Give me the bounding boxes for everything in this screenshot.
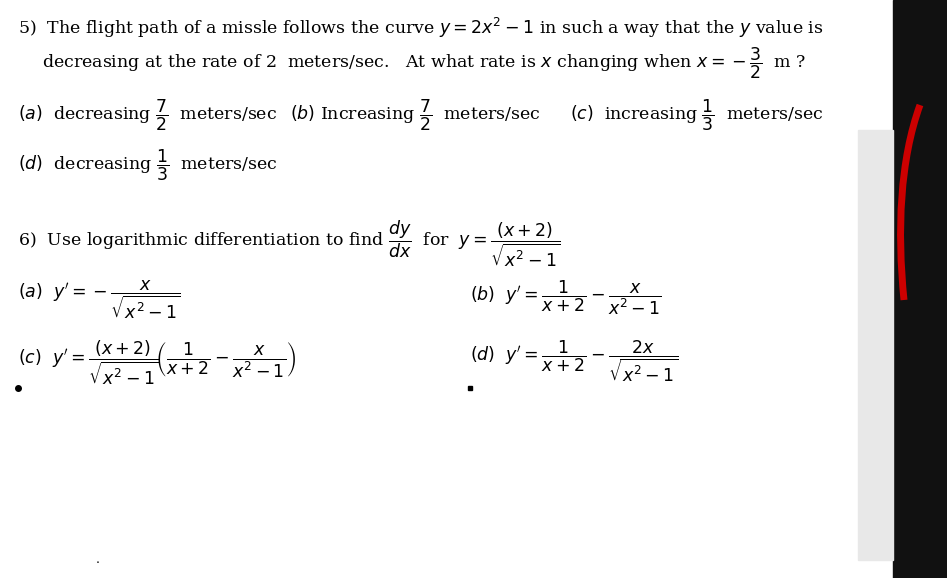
Text: $(d)$  decreasing $\dfrac{1}{3}$  meters/sec: $(d)$ decreasing $\dfrac{1}{3}$ meters/s… — [18, 148, 277, 183]
Text: $(c)$  increasing $\dfrac{1}{3}$  meters/sec: $(c)$ increasing $\dfrac{1}{3}$ meters/s… — [570, 98, 823, 134]
Text: $(c)$  $y^{\prime}= \dfrac{(x+2)}{\sqrt{x^2-1}}\!\left(\dfrac{1}{x+2} - \dfrac{x: $(c)$ $y^{\prime}= \dfrac{(x+2)}{\sqrt{x… — [18, 338, 296, 387]
Text: $(d)$  $y^{\prime}= \dfrac{1}{x+2} - \dfrac{2x}{\sqrt{x^2-1}}$: $(d)$ $y^{\prime}= \dfrac{1}{x+2} - \dfr… — [470, 338, 678, 384]
Text: decreasing at the rate of 2  meters/sec.   At what rate is $x$ changing when $x : decreasing at the rate of 2 meters/sec. … — [42, 46, 806, 81]
Text: $(a)$  decreasing $\dfrac{7}{2}$  meters/sec: $(a)$ decreasing $\dfrac{7}{2}$ meters/s… — [18, 98, 277, 134]
Text: $\cdot$: $\cdot$ — [95, 555, 99, 568]
Text: $(a)$  $y^{\prime}= -\dfrac{x}{\sqrt{x^2-1}}$: $(a)$ $y^{\prime}= -\dfrac{x}{\sqrt{x^2-… — [18, 278, 181, 321]
Text: 6)  Use logarithmic differentiation to find $\dfrac{dy}{dx}$  for  $y = \dfrac{(: 6) Use logarithmic differentiation to fi… — [18, 218, 561, 269]
Text: $(b)$  $y^{\prime}= \dfrac{1}{x+2} - \dfrac{x}{x^2-1}$: $(b)$ $y^{\prime}= \dfrac{1}{x+2} - \dfr… — [470, 278, 662, 317]
Bar — [893, 0, 947, 578]
Text: 5)  The flight path of a missle follows the curve $y = 2x^2 -1$ in such a way th: 5) The flight path of a missle follows t… — [18, 16, 824, 40]
Text: $(b)$ Increasing $\dfrac{7}{2}$  meters/sec: $(b)$ Increasing $\dfrac{7}{2}$ meters/s… — [290, 98, 541, 134]
Bar — [858, 130, 893, 560]
